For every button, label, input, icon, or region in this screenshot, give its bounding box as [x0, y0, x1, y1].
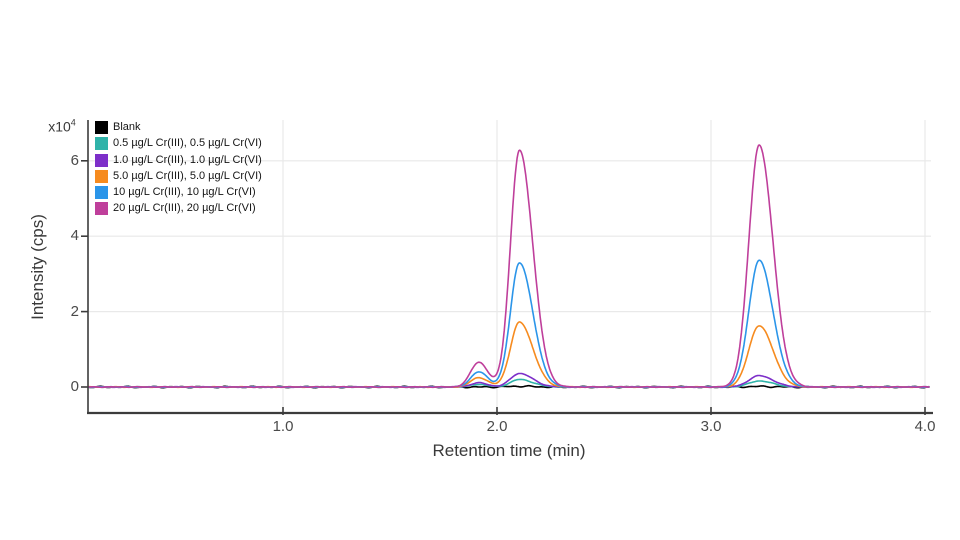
legend-item: 0.5 µg/L Cr(III), 0.5 µg/L Cr(VI) — [95, 137, 262, 151]
x-tick-label: 4.0 — [914, 418, 936, 435]
y-tick-label: 6 — [70, 151, 79, 169]
legend-item: 10 µg/L Cr(III), 10 µg/L Cr(VI) — [95, 186, 262, 200]
legend-label: 0.5 µg/L Cr(III), 0.5 µg/L Cr(VI) — [113, 137, 262, 150]
legend-label: 10 µg/L Cr(III), 10 µg/L Cr(VI) — [113, 186, 256, 199]
legend-label: 5.0 µg/L Cr(III), 5.0 µg/L Cr(VI) — [113, 169, 262, 182]
legend-swatch — [95, 202, 108, 216]
legend: Blank 0.5 µg/L Cr(III), 0.5 µg/L Cr(VI) 1.… — [95, 121, 262, 219]
legend-swatch — [95, 121, 108, 134]
y-axis-multiplier-exponent: 4 — [70, 117, 76, 128]
y-tick-label: 4 — [70, 227, 79, 245]
y-tick-label: 0 — [70, 378, 79, 395]
legend-label: Blank — [113, 121, 141, 133]
legend-label: 1.0 µg/L Cr(III), 1.0 µg/L Cr(VI) — [113, 153, 262, 166]
series-curve-5 — [87, 144, 930, 389]
x-tick-label: 3.0 — [700, 418, 722, 435]
x-axis-title: Retention time (min) — [432, 441, 586, 460]
y-tick-label: 2 — [70, 302, 79, 320]
legend-label: 20 µg/L Cr(III), 20 µg/L Cr(VI) — [113, 202, 256, 215]
legend-swatch — [95, 153, 108, 167]
legend-swatch — [95, 137, 108, 151]
legend-item: 1.0 µg/L Cr(III), 1.0 µg/L Cr(VI) — [95, 153, 262, 167]
x-tick-label: 2.0 — [486, 418, 508, 435]
legend-item: Blank — [95, 121, 262, 134]
legend-item: 5.0 µg/L Cr(III), 5.0 µg/L Cr(VI) — [95, 169, 262, 183]
y-axis-multiplier: x104 — [48, 118, 76, 135]
legend-swatch — [95, 186, 108, 200]
x-tick-label: 1.0 — [272, 418, 294, 435]
legend-item: 20 µg/L Cr(III), 20 µg/L Cr(VI) — [95, 202, 262, 216]
legend-swatch — [95, 169, 108, 183]
y-axis-multiplier-base: x10 — [48, 118, 71, 135]
